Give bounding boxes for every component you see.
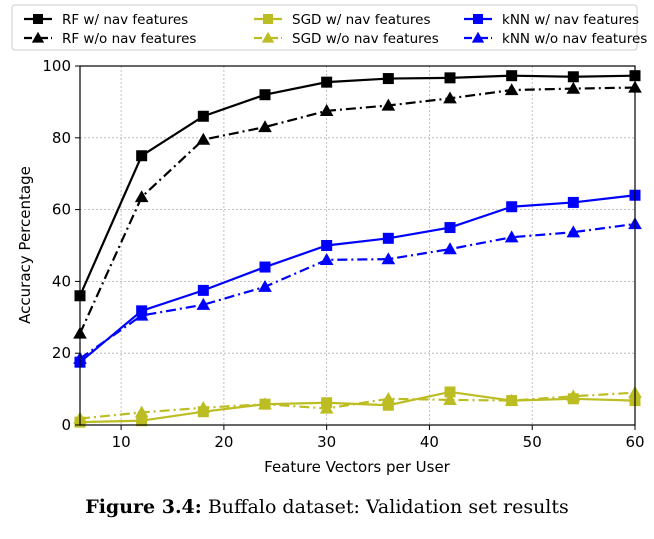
data-point-triangle bbox=[319, 104, 334, 116]
x-tick-label: 30 bbox=[317, 433, 336, 451]
figure-caption: Figure 3.4: Buffalo dataset: Validation … bbox=[0, 496, 654, 518]
data-point-square bbox=[259, 89, 271, 101]
data-point-square bbox=[33, 14, 43, 24]
data-point-triangle bbox=[381, 98, 396, 111]
data-point-triangle bbox=[381, 252, 396, 265]
axis-ticks: 10 20 30 40 50 60 0 20 40 60 80 100 bbox=[42, 57, 644, 451]
y-tick-label: 40 bbox=[52, 272, 71, 290]
data-point-triangle bbox=[443, 242, 457, 255]
grid bbox=[80, 65, 636, 426]
legend-item: SGD w/o nav features bbox=[254, 31, 439, 47]
y-tick-label: 20 bbox=[52, 344, 71, 362]
data-point-triangle bbox=[196, 132, 211, 145]
data-point-square bbox=[567, 71, 579, 83]
legend-item: RF w/ nav features bbox=[24, 12, 188, 28]
caption-label: Figure 3.4: bbox=[85, 496, 202, 518]
caption-text: Buffalo dataset: Validation set results bbox=[207, 496, 569, 518]
data-point-square bbox=[473, 14, 483, 24]
data-point-square bbox=[444, 72, 456, 84]
data-point-triangle bbox=[566, 225, 581, 238]
data-point-square bbox=[382, 232, 394, 244]
legend-label: SGD w/ nav features bbox=[292, 12, 430, 28]
data-point-triangle bbox=[134, 405, 149, 418]
x-tick-label: 40 bbox=[420, 433, 439, 451]
data-point-triangle bbox=[566, 81, 581, 94]
data-point-triangle bbox=[134, 190, 149, 203]
x-tick-label: 60 bbox=[625, 433, 644, 451]
x-tick-label: 20 bbox=[214, 433, 233, 451]
data-point-square bbox=[506, 70, 518, 82]
series-line bbox=[78, 86, 636, 334]
data-point-triangle bbox=[258, 397, 272, 410]
data-point-square bbox=[382, 399, 394, 411]
y-tick-label: 80 bbox=[52, 129, 71, 147]
x-tick-label: 50 bbox=[523, 433, 542, 451]
series-2 bbox=[74, 386, 641, 428]
data-point-triangle bbox=[566, 389, 581, 402]
data-point-triangle bbox=[504, 393, 519, 406]
legend-item: kNN w/ nav features bbox=[464, 12, 639, 28]
series-line bbox=[78, 74, 636, 297]
plot-frame bbox=[79, 65, 636, 426]
y-tick-label: 60 bbox=[52, 201, 71, 219]
data-point-triangle bbox=[258, 279, 272, 292]
data-point-triangle bbox=[196, 297, 211, 310]
data-point-square bbox=[263, 14, 273, 24]
legend-label: RF w/ nav features bbox=[62, 12, 188, 28]
legend-item: SGD w/ nav features bbox=[254, 12, 430, 28]
series-line bbox=[79, 391, 636, 420]
legend-item: RF w/o nav features bbox=[24, 31, 196, 47]
data-point-square bbox=[567, 196, 579, 208]
legend-label: kNN w/o nav features bbox=[502, 31, 647, 47]
y-tick-label: 0 bbox=[61, 416, 71, 434]
data-point-triangle bbox=[504, 83, 519, 96]
legend-label: kNN w/ nav features bbox=[502, 12, 639, 28]
data-point-square bbox=[197, 284, 209, 296]
data-point-triangle bbox=[319, 401, 334, 414]
series-line bbox=[79, 390, 636, 424]
legend-label: SGD w/o nav features bbox=[292, 31, 439, 47]
data-point-triangle bbox=[196, 400, 211, 413]
data-point-triangle bbox=[319, 253, 334, 265]
series-layer bbox=[73, 70, 642, 428]
data-point-square bbox=[321, 240, 333, 251]
x-tick-label: 10 bbox=[112, 433, 131, 451]
data-point-triangle bbox=[134, 308, 149, 321]
series-3 bbox=[73, 385, 642, 424]
series-5 bbox=[73, 217, 642, 364]
data-point-triangle bbox=[471, 31, 485, 43]
data-point-square bbox=[444, 222, 456, 234]
series-4 bbox=[74, 189, 641, 368]
data-point-triangle bbox=[443, 91, 457, 104]
series-line bbox=[79, 194, 636, 364]
y-axis-label: Accuracy Percentage bbox=[16, 166, 34, 324]
data-point-square bbox=[444, 386, 456, 398]
data-point-square bbox=[382, 73, 394, 85]
legend-item: kNN w/o nav features bbox=[464, 31, 647, 47]
data-point-square bbox=[136, 415, 148, 427]
data-point-triangle bbox=[261, 31, 275, 43]
legend-label: RF w/o nav features bbox=[62, 31, 196, 47]
data-point-square bbox=[506, 201, 518, 213]
data-point-square bbox=[321, 76, 333, 88]
data-point-triangle bbox=[258, 120, 272, 133]
data-point-triangle bbox=[31, 31, 45, 43]
x-axis-label: Feature Vectors per User bbox=[264, 458, 451, 476]
legend: RF w/ nav features RF w/o nav features SGD… bbox=[11, 4, 647, 51]
y-tick-label: 100 bbox=[42, 57, 71, 75]
data-point-square bbox=[197, 110, 209, 122]
line-chart: 10 20 30 40 50 60 0 20 40 60 80 100 Feature Vectors… bbox=[11, 4, 647, 476]
series-line bbox=[79, 222, 636, 360]
data-point-triangle bbox=[443, 393, 457, 405]
data-point-triangle bbox=[504, 230, 519, 243]
series-0 bbox=[74, 70, 641, 302]
data-point-triangle bbox=[381, 391, 396, 404]
data-point-square bbox=[259, 261, 271, 273]
data-point-square bbox=[136, 150, 148, 162]
